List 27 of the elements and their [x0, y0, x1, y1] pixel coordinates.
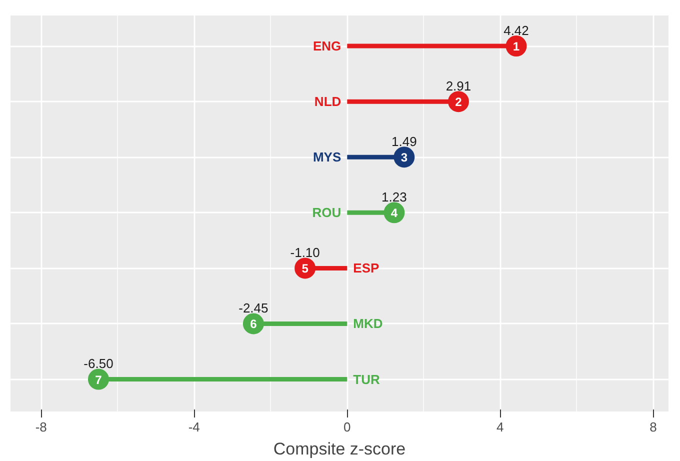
annotation: 6 [250, 317, 258, 332]
y-tick-label: ROU [312, 205, 342, 220]
x-tick-label: 8 [650, 420, 657, 434]
y-tick-label: ENG [312, 38, 342, 54]
y-tick-label: NLD [314, 94, 342, 110]
annotation: 5 [302, 262, 309, 276]
data-label: -2.45 [238, 300, 268, 316]
x-tick-label: 4 [496, 420, 504, 434]
data-label: 2.91 [446, 78, 472, 94]
annotation: 2 [455, 95, 462, 110]
data-label: -6.50 [84, 356, 114, 372]
x-tick-label: -8 [35, 420, 47, 434]
x-tick-label: -4 [188, 420, 200, 434]
annotation: 4 [390, 206, 398, 220]
data-label: -1.10 [290, 245, 320, 260]
x-axis-title: Compsite z-score [273, 440, 406, 458]
y-tick-label: ESP [353, 260, 380, 276]
y-tick-label: MYS [312, 150, 342, 165]
data-label: 4.42 [504, 22, 529, 38]
data-label: 1.23 [382, 190, 407, 205]
annotation: 7 [95, 372, 102, 387]
annotation: 1 [512, 40, 520, 54]
data-label: 1.49 [392, 134, 417, 150]
x-tick-label: 0 [344, 420, 351, 434]
annotation: 3 [400, 150, 408, 165]
y-tick-label: MKD [353, 316, 383, 332]
y-tick-label: TUR [353, 372, 380, 387]
